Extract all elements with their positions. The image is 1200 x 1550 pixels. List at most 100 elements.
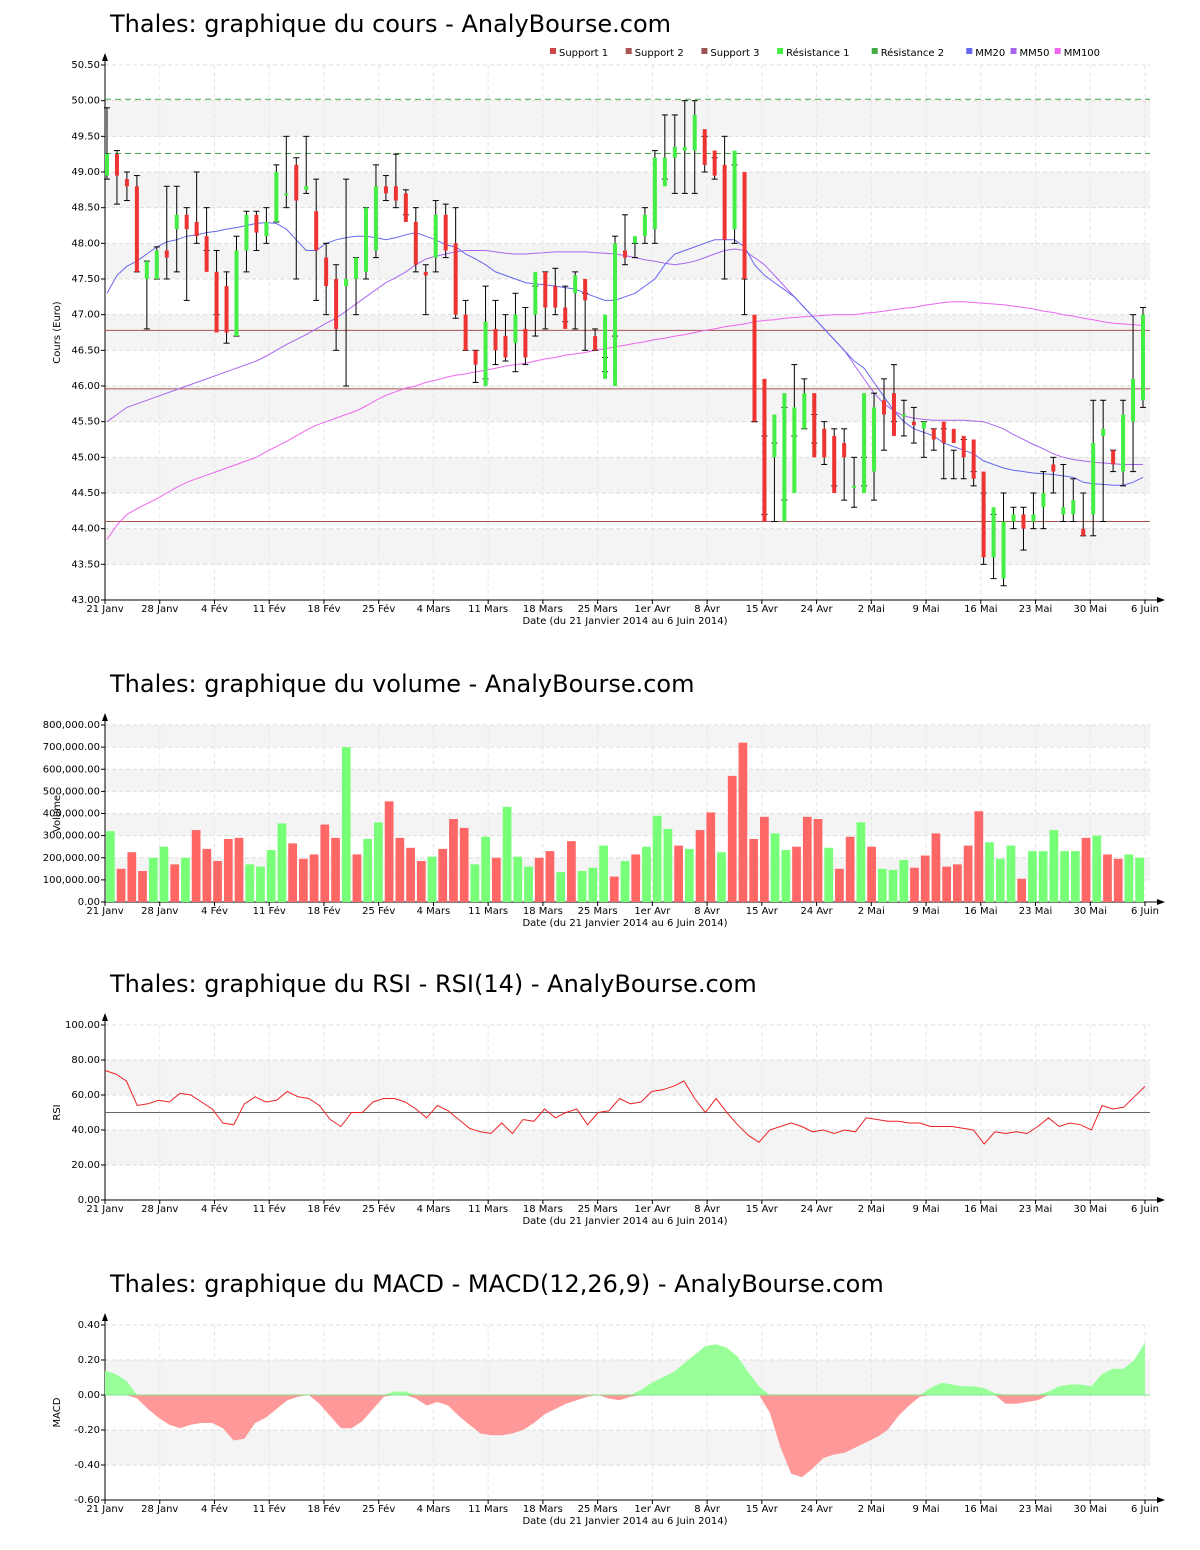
candle-body (722, 164, 727, 240)
legend-label: Support 1 (559, 48, 608, 59)
x-tick-label: 30 Mai (1074, 1504, 1107, 1515)
candle-body (931, 428, 936, 440)
x-tick-label: 25 Fév (362, 905, 395, 917)
y-tick-label: 100.00 (65, 1020, 100, 1031)
volume-bar (727, 775, 737, 902)
candle-body (802, 393, 807, 429)
volume-bar (491, 857, 501, 902)
y-tick-label: 400,000.00 (43, 809, 100, 820)
x-tick-label: 6 Juin (1131, 1204, 1159, 1215)
grid-band (105, 457, 1150, 493)
rsi-chart-title: Thales: graphique du RSI - RSI(14) - Ana… (110, 970, 757, 998)
candle-body (1041, 493, 1046, 508)
volume-bar (856, 822, 866, 902)
volume-bar (802, 816, 812, 902)
volume-bar (684, 848, 694, 902)
x-tick-label: 28 Janv (141, 1504, 178, 1515)
x-tick-label: 15 Avr (746, 604, 779, 615)
candle-body (1011, 514, 1016, 522)
x-tick-label: 21 Janv (86, 1504, 123, 1515)
x-tick-label: 18 Mars (523, 1504, 563, 1515)
x-axis-label: Date (du 21 Janvier 2014 au 6 Juin 2014) (522, 1216, 727, 1227)
candle-body (822, 428, 827, 458)
volume-bar (481, 836, 490, 902)
volume-bar (920, 855, 930, 902)
x-tick-label: 18 Fév (307, 1203, 340, 1215)
x-tick-label: 25 Mars (578, 1504, 618, 1515)
x-tick-label: 24 Avr (800, 604, 833, 615)
candle-body (214, 271, 219, 333)
x-tick-label: 28 Janv (141, 906, 178, 917)
volume-bar (502, 806, 512, 902)
volume-bar (1070, 851, 1080, 902)
candle-body (314, 211, 319, 251)
x-tick-label: 6 Juin (1131, 1504, 1159, 1515)
candle-body (403, 193, 408, 222)
grid-band (105, 813, 1150, 836)
candle-body (443, 214, 448, 251)
volume-bar (888, 869, 898, 902)
candle-body (523, 328, 528, 358)
x-tick-label: 24 Avr (800, 1504, 833, 1515)
volume-bar (395, 837, 405, 902)
volume-bar (524, 866, 533, 902)
volume-bar (706, 812, 716, 902)
y-tick-label: 20.00 (71, 1160, 100, 1171)
candle-body (344, 279, 349, 287)
x-tick-label: 4 Mars (417, 906, 451, 917)
x-tick-label: 25 Fév (362, 1503, 395, 1515)
y-tick-label: 0.00 (78, 897, 100, 908)
y-tick-label: 49.00 (71, 167, 100, 178)
x-tick-label: 11 Mars (468, 1504, 508, 1515)
volume-bar (470, 864, 480, 902)
candle-body (105, 154, 109, 176)
volume-bar (652, 815, 662, 902)
volume-bar (1038, 851, 1048, 902)
candle-body (234, 250, 239, 337)
y-axis-label: RSI (52, 1104, 63, 1120)
x-tick-label: 4 Fév (201, 1203, 228, 1215)
grid-band (105, 172, 1150, 208)
x-tick-label: 2 Mai (858, 1504, 885, 1515)
candle-body (712, 150, 717, 176)
x-tick-label: 24 Avr (800, 906, 833, 917)
volume-bar (459, 827, 469, 902)
legend-swatch (1054, 48, 1061, 54)
candle-body (1111, 450, 1116, 465)
candle-body (593, 336, 598, 351)
price-chart: 43.00 43.50 44.00 44.50 45.00 45.50 46.00 46.50… (52, 47, 1165, 627)
grid-band (105, 1130, 1150, 1165)
y-tick-label: 49.50 (71, 131, 100, 142)
volume-bar (298, 858, 308, 902)
volume-bar (899, 859, 909, 902)
candle-body (603, 314, 608, 379)
candle-body (114, 154, 119, 176)
volume-bar (910, 867, 919, 902)
candle-body (284, 193, 289, 196)
candle-body (493, 328, 498, 351)
x-tick-label: 28 Janv (141, 604, 178, 615)
volume-bar (1049, 830, 1059, 902)
grid-band (105, 243, 1150, 279)
candle-body (732, 150, 737, 230)
volume-bar (867, 846, 876, 902)
grid-band (105, 1430, 1150, 1465)
grid-band (105, 100, 1150, 137)
y-tick-label: 44.50 (71, 488, 100, 499)
candle-body (164, 250, 169, 258)
candle-body (1031, 514, 1036, 522)
volume-bar (245, 864, 255, 902)
price-panel: Thales: graphique du cours - AnalyBourse… (0, 0, 1200, 640)
x-tick-label: 8 Avr (694, 604, 721, 615)
volume-bar (1103, 854, 1112, 902)
candle-body (134, 186, 139, 272)
candle-body (782, 393, 787, 522)
candle-body (642, 214, 647, 237)
x-tick-label: 1er Avr (634, 1204, 671, 1215)
candle-body (1101, 428, 1106, 436)
macd-negative-area (105, 1395, 1145, 1478)
x-tick-label: 4 Fév (201, 1503, 228, 1515)
x-tick-label: 16 Mai (964, 906, 997, 917)
x-tick-label: 8 Avr (694, 906, 721, 917)
volume-bar (427, 856, 437, 902)
